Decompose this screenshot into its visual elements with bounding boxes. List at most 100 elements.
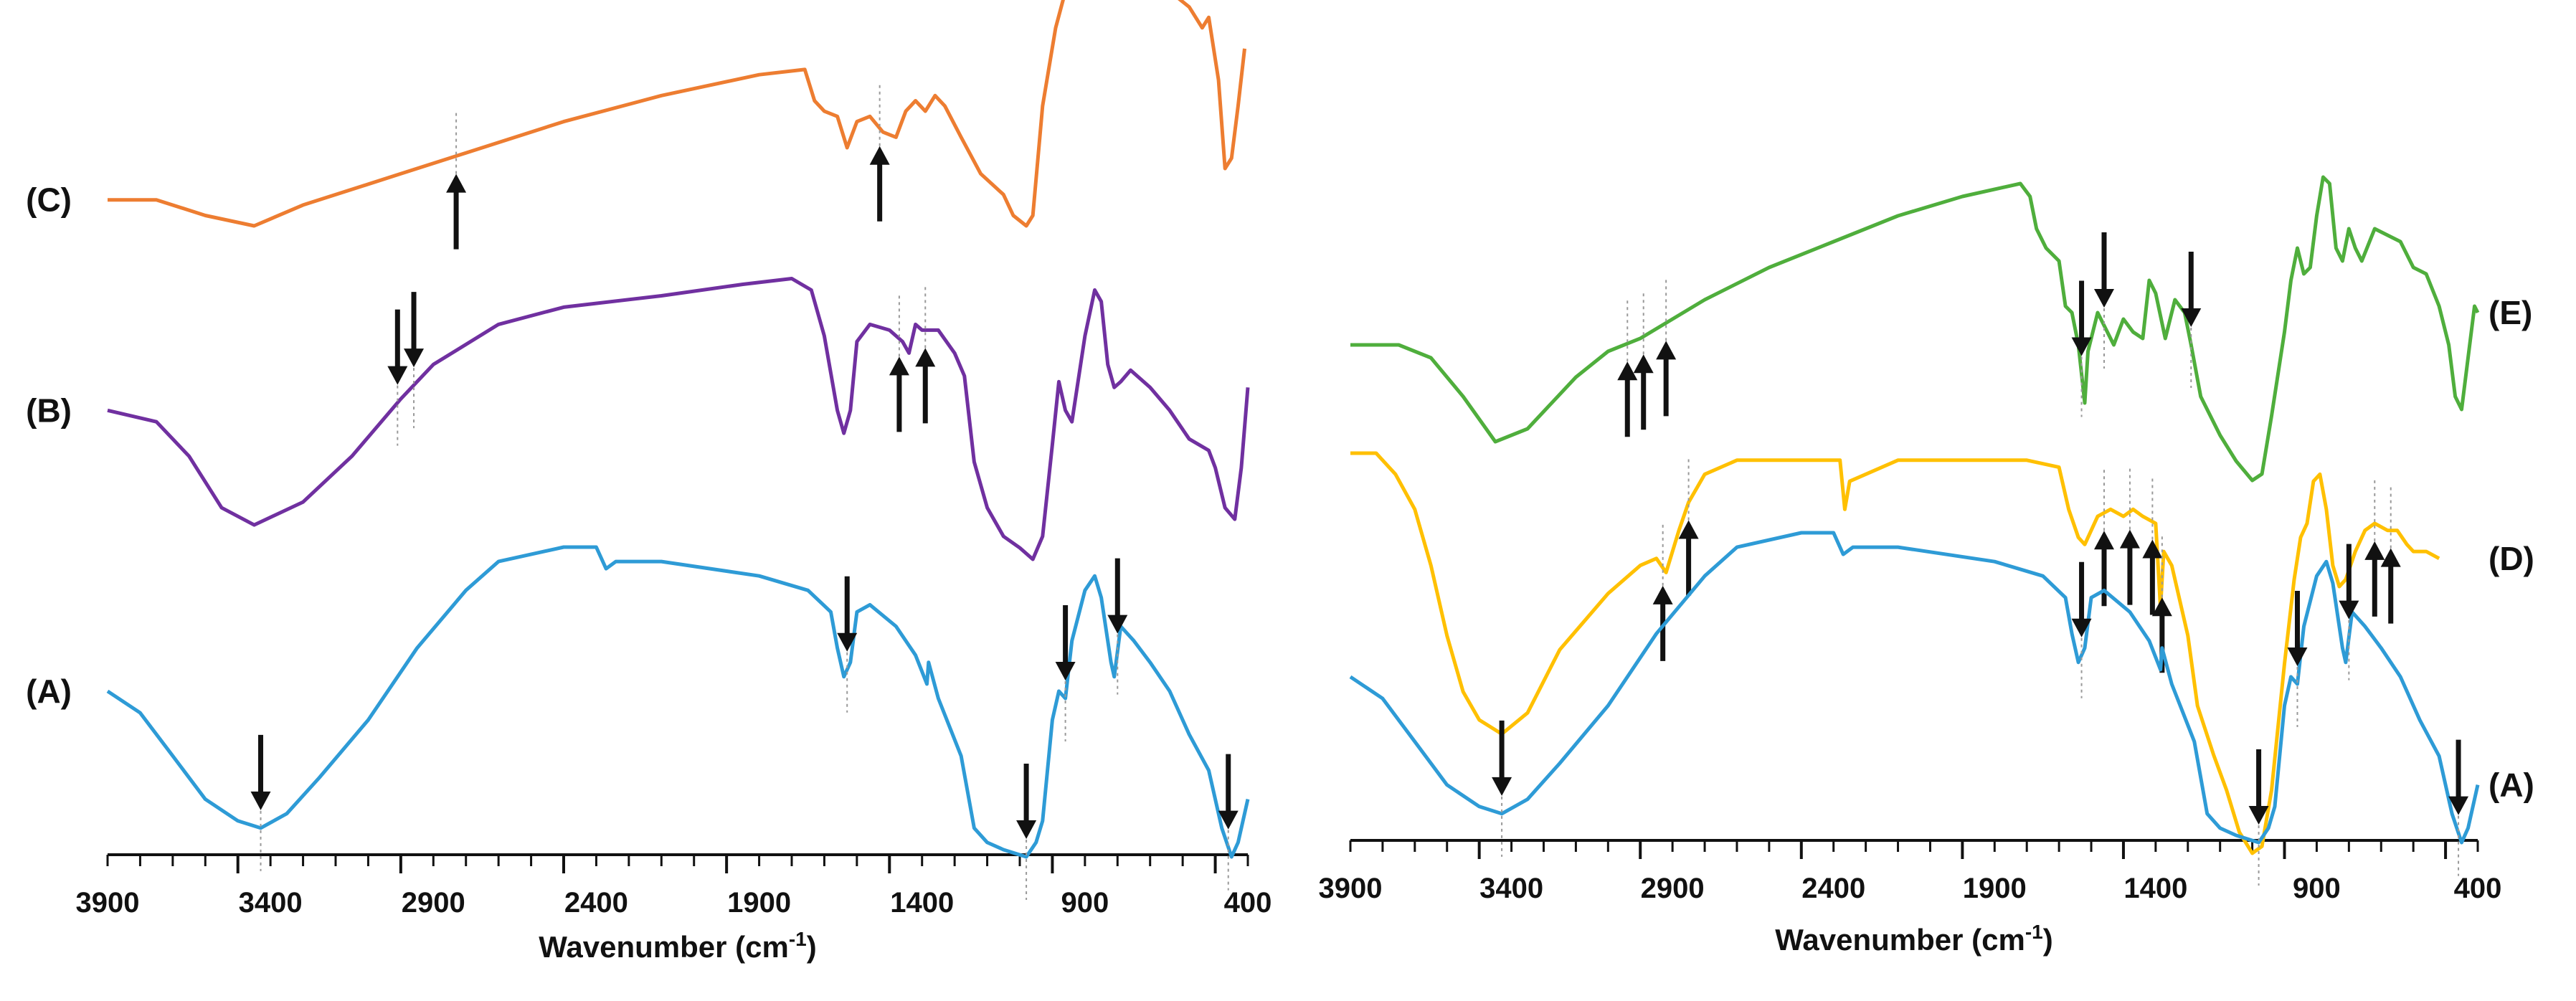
tick-label-3900: 3900 bbox=[1319, 873, 1383, 904]
series-a: (A) bbox=[26, 545, 1250, 900]
tick-label-2400: 2400 bbox=[564, 887, 628, 919]
tick-label-3400: 3400 bbox=[1479, 873, 1543, 904]
arrow-head bbox=[2248, 806, 2269, 825]
arrow-head bbox=[915, 348, 936, 367]
right-panel: 3900 3400 2900 2400 1900 1400 900 400 Wavenumber… bbox=[1319, 175, 2534, 957]
peak-arrow-down bbox=[1016, 764, 1037, 900]
arrow-head bbox=[2380, 548, 2401, 567]
peak-arrow-down bbox=[1492, 720, 1512, 857]
series-label: (A) bbox=[26, 673, 72, 710]
arrow-head bbox=[1055, 661, 1076, 680]
arrow-head bbox=[2339, 600, 2359, 620]
peak-arrow-down bbox=[2093, 232, 2114, 369]
peak-arrow-up bbox=[2119, 468, 2140, 605]
peak-arrow-up bbox=[1652, 524, 1673, 661]
arrow-head bbox=[2142, 539, 2163, 559]
spectrum-line bbox=[106, 545, 1250, 859]
arrow-head bbox=[1107, 615, 1128, 634]
arrow-head bbox=[446, 174, 467, 193]
arrow-head bbox=[2448, 796, 2469, 815]
arrow-head bbox=[1633, 354, 1654, 374]
peak-arrow-up bbox=[869, 85, 890, 222]
arrow-head bbox=[2364, 541, 2385, 560]
arrow-head bbox=[2151, 597, 2172, 617]
spectrum-line bbox=[107, 277, 1250, 561]
arrow-head bbox=[1218, 810, 1239, 830]
peak-arrow-up bbox=[915, 287, 936, 424]
peak-arrow-down bbox=[837, 576, 858, 713]
arrow-head bbox=[2071, 337, 2092, 356]
x-axis-title: Wavenumber (cm-1) bbox=[1775, 921, 2052, 957]
arrow-head bbox=[1617, 361, 1638, 381]
peak-arrow-down bbox=[2071, 280, 2092, 417]
peak-arrow-up bbox=[1678, 459, 1699, 596]
series-label: (E) bbox=[2489, 294, 2532, 331]
arrow-head bbox=[869, 146, 890, 165]
peak-arrow-down bbox=[2287, 590, 2308, 727]
peak-arrow-down bbox=[1218, 754, 1239, 891]
peak-arrow-up bbox=[2142, 478, 2163, 615]
peak-arrow-down bbox=[2071, 561, 2092, 698]
series-d: (D) bbox=[1350, 451, 2534, 855]
arrow-head bbox=[2287, 647, 2308, 666]
tick-label-1900: 1900 bbox=[727, 887, 791, 919]
tick-label-400: 400 bbox=[2454, 873, 2502, 904]
tick-label-2900: 2900 bbox=[1641, 873, 1705, 904]
peak-arrow-up bbox=[446, 113, 467, 250]
series-label: (D) bbox=[2489, 540, 2534, 577]
arrow-head bbox=[837, 632, 858, 652]
series-a: (A) bbox=[1349, 531, 2534, 886]
tick-label-1400: 1400 bbox=[2123, 873, 2187, 904]
peak-arrow-down bbox=[2248, 749, 2269, 886]
arrow-head bbox=[2181, 308, 2202, 327]
peak-arrow-down bbox=[387, 309, 408, 446]
spectrum-line bbox=[1349, 531, 2480, 845]
peak-arrow-up bbox=[2093, 470, 2114, 607]
peak-arrow-down bbox=[1107, 558, 1128, 695]
tick-label-2900: 2900 bbox=[402, 887, 465, 919]
tick-label-900: 900 bbox=[1061, 887, 1109, 919]
tick-label-1400: 1400 bbox=[890, 887, 954, 919]
spectrum-line bbox=[108, 0, 1246, 228]
series-label: (C) bbox=[26, 181, 72, 219]
peak-arrow-up bbox=[1617, 300, 1638, 437]
x-axis-title: Wavenumber (cm-1) bbox=[539, 928, 816, 964]
series-label: (A) bbox=[2489, 767, 2534, 804]
tick-label-1900: 1900 bbox=[1963, 873, 2027, 904]
arrow-head bbox=[250, 791, 271, 810]
peak-arrow-down bbox=[2339, 544, 2359, 680]
arrow-head bbox=[1656, 341, 1677, 360]
tick-label-3900: 3900 bbox=[76, 887, 140, 919]
arrow-head bbox=[404, 348, 425, 368]
arrow-head bbox=[1652, 585, 1673, 604]
peak-arrow-down bbox=[2448, 739, 2469, 876]
tick-label-900: 900 bbox=[2293, 873, 2341, 904]
peak-arrow-up bbox=[2364, 480, 2385, 617]
arrow-head bbox=[387, 366, 408, 385]
peak-arrow-up bbox=[1633, 293, 1654, 430]
peak-arrow-up bbox=[2380, 487, 2401, 624]
peak-arrow-up bbox=[889, 295, 909, 432]
peak-arrow-down bbox=[2181, 252, 2202, 388]
tick-label-400: 400 bbox=[1224, 887, 1272, 919]
arrow-head bbox=[1678, 520, 1699, 539]
arrow-head bbox=[2093, 531, 2114, 550]
left-panel: 3900 3400 2900 2400 1900 1400 900 400 Wavenumber… bbox=[26, 0, 1272, 964]
series-c: (C) bbox=[26, 0, 1246, 250]
peak-arrow-down bbox=[404, 292, 425, 429]
peak-arrow-down bbox=[250, 734, 271, 871]
arrow-head bbox=[1492, 777, 1512, 796]
series-label: (B) bbox=[26, 392, 72, 429]
arrow-head bbox=[1016, 820, 1037, 839]
spectrum-line bbox=[1350, 175, 2480, 483]
spectrum-line bbox=[1350, 451, 2440, 855]
tick-label-2400: 2400 bbox=[1801, 873, 1865, 904]
arrow-head bbox=[2093, 289, 2114, 308]
peak-arrow-up bbox=[1656, 280, 1677, 417]
series-b: (B) bbox=[26, 277, 1250, 561]
series-e: (E) bbox=[1350, 175, 2532, 483]
arrow-head bbox=[889, 356, 909, 376]
tick-label-3400: 3400 bbox=[239, 887, 303, 919]
